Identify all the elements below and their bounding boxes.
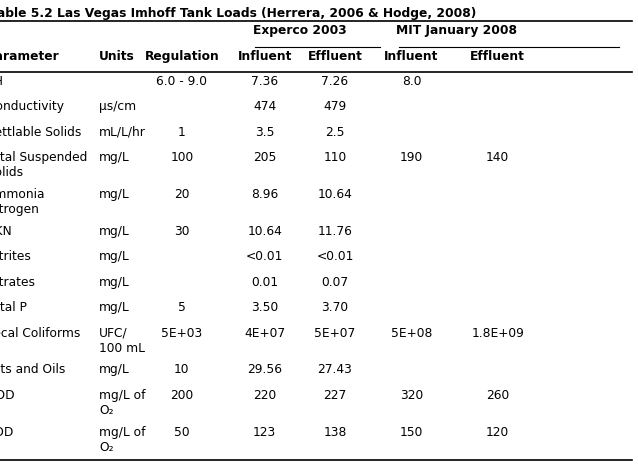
Text: 479: 479 xyxy=(323,100,346,113)
Text: Effluent: Effluent xyxy=(470,50,525,63)
Text: 110: 110 xyxy=(323,151,346,164)
Text: Total Suspended
Solids: Total Suspended Solids xyxy=(0,151,87,179)
Text: 20: 20 xyxy=(174,188,189,201)
Text: Experco 2003: Experco 2003 xyxy=(253,24,346,37)
Text: 205: 205 xyxy=(253,151,276,164)
Text: Settlable Solids: Settlable Solids xyxy=(0,126,82,139)
Text: 190: 190 xyxy=(400,151,423,164)
Text: TKN: TKN xyxy=(0,225,12,238)
Text: 138: 138 xyxy=(323,426,346,439)
Text: 120: 120 xyxy=(486,426,509,439)
Text: 1: 1 xyxy=(178,126,186,139)
Text: mL/L/hr: mL/L/hr xyxy=(99,126,145,139)
Text: 140: 140 xyxy=(486,151,509,164)
Text: 10.64: 10.64 xyxy=(248,225,282,238)
Text: Influent: Influent xyxy=(384,50,439,63)
Text: 3.50: 3.50 xyxy=(251,301,278,314)
Text: mg/L: mg/L xyxy=(99,276,130,289)
Text: Table 5.2 Las Vegas Imhoff Tank Loads (Herrera, 2006 & Hodge, 2008): Table 5.2 Las Vegas Imhoff Tank Loads (H… xyxy=(0,7,477,20)
Text: 10.64: 10.64 xyxy=(318,188,352,201)
Text: 6.0 - 9.0: 6.0 - 9.0 xyxy=(156,75,207,88)
Text: 5E+03: 5E+03 xyxy=(161,327,202,340)
Text: 123: 123 xyxy=(253,426,276,439)
Text: Units: Units xyxy=(99,50,135,63)
Text: mg/L: mg/L xyxy=(99,188,130,201)
Text: Influent: Influent xyxy=(237,50,292,63)
Text: 30: 30 xyxy=(174,225,189,238)
Text: 8.96: 8.96 xyxy=(251,188,278,201)
Text: COD: COD xyxy=(0,389,15,402)
Text: 5: 5 xyxy=(178,301,186,314)
Text: 260: 260 xyxy=(486,389,509,402)
Text: 320: 320 xyxy=(400,389,423,402)
Text: 474: 474 xyxy=(253,100,276,113)
Text: μs/cm: μs/cm xyxy=(99,100,136,113)
Text: Nitrates: Nitrates xyxy=(0,276,36,289)
Text: mg/L of
O₂: mg/L of O₂ xyxy=(99,426,145,454)
Text: 8.0: 8.0 xyxy=(402,75,421,88)
Text: 29.56: 29.56 xyxy=(248,363,282,377)
Text: 4E+07: 4E+07 xyxy=(244,327,285,340)
Text: MIT January 2008: MIT January 2008 xyxy=(396,24,517,37)
Text: 5E+08: 5E+08 xyxy=(391,327,432,340)
Text: mg/L of
O₂: mg/L of O₂ xyxy=(99,389,145,417)
Text: 100: 100 xyxy=(170,151,193,164)
Text: mg/L: mg/L xyxy=(99,151,130,164)
Text: 50: 50 xyxy=(174,426,189,439)
Text: Effluent: Effluent xyxy=(308,50,362,63)
Text: BOD: BOD xyxy=(0,426,15,439)
Text: mg/L: mg/L xyxy=(99,250,130,263)
Text: 2.5: 2.5 xyxy=(325,126,345,139)
Text: Fecal Coliforms: Fecal Coliforms xyxy=(0,327,80,340)
Text: mg/L: mg/L xyxy=(99,301,130,314)
Text: 227: 227 xyxy=(323,389,346,402)
Text: 3.70: 3.70 xyxy=(322,301,348,314)
Text: Regulation: Regulation xyxy=(144,50,219,63)
Text: Total P: Total P xyxy=(0,301,27,314)
Text: 1.8E+09: 1.8E+09 xyxy=(471,327,524,340)
Text: mg/L: mg/L xyxy=(99,225,130,238)
Text: Conductivity: Conductivity xyxy=(0,100,64,113)
Text: 3.5: 3.5 xyxy=(255,126,274,139)
Text: pH: pH xyxy=(0,75,4,88)
Text: 0.07: 0.07 xyxy=(322,276,348,289)
Text: 5E+07: 5E+07 xyxy=(315,327,355,340)
Text: mg/L: mg/L xyxy=(99,363,130,377)
Text: 150: 150 xyxy=(400,426,423,439)
Text: Parameter: Parameter xyxy=(0,50,60,63)
Text: UFC/
100 mL: UFC/ 100 mL xyxy=(99,327,145,354)
Text: 220: 220 xyxy=(253,389,276,402)
Text: 7.26: 7.26 xyxy=(322,75,348,88)
Text: 0.01: 0.01 xyxy=(251,276,278,289)
Text: 7.36: 7.36 xyxy=(251,75,278,88)
Text: Ammonia
Nitrogen: Ammonia Nitrogen xyxy=(0,188,46,216)
Text: 10: 10 xyxy=(174,363,189,377)
Text: 200: 200 xyxy=(170,389,193,402)
Text: Fats and Oils: Fats and Oils xyxy=(0,363,66,377)
Text: <0.01: <0.01 xyxy=(316,250,353,263)
Text: 11.76: 11.76 xyxy=(318,225,352,238)
Text: <0.01: <0.01 xyxy=(246,250,283,263)
Text: Nitrites: Nitrites xyxy=(0,250,32,263)
Text: 27.43: 27.43 xyxy=(318,363,352,377)
